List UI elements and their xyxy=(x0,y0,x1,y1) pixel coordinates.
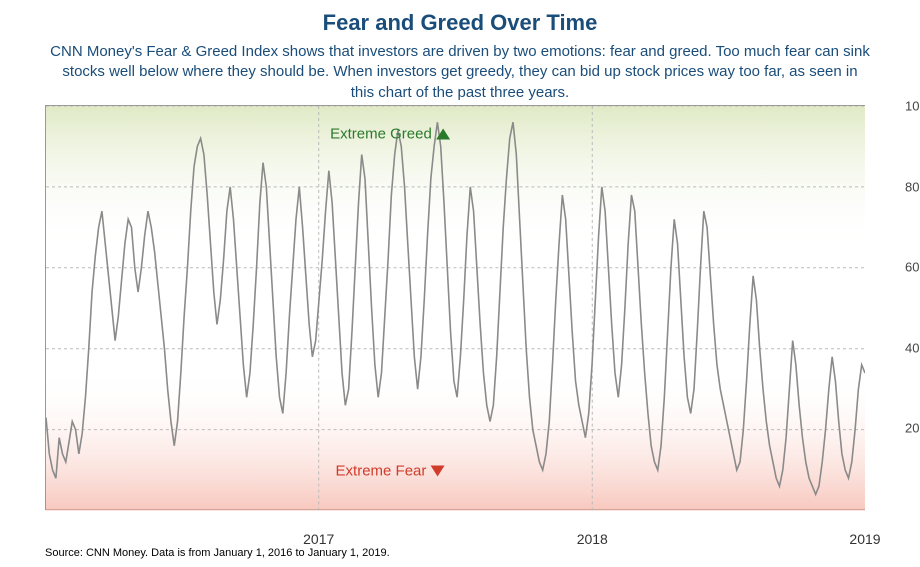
x-tick-label: 2018 xyxy=(577,531,608,547)
chart-svg xyxy=(46,106,865,511)
y-tick-label: 20 xyxy=(905,421,919,436)
greed-text: Extreme Greed xyxy=(330,126,432,143)
chart-background xyxy=(46,106,865,511)
y-tick-label: 40 xyxy=(905,340,919,355)
chart-plot-area: 20406080100 201720182019 Extreme Greed E… xyxy=(45,105,865,510)
chart-title: Fear and Greed Over Time xyxy=(0,0,920,36)
y-tick-label: 60 xyxy=(905,260,919,275)
triangle-up-icon xyxy=(436,129,450,140)
x-tick-label: 2019 xyxy=(849,531,880,547)
extreme-greed-label: Extreme Greed xyxy=(330,126,450,143)
y-tick-label: 80 xyxy=(905,179,919,194)
triangle-down-icon xyxy=(430,465,444,476)
fear-text: Extreme Fear xyxy=(336,462,427,479)
chart-subtitle: CNN Money's Fear & Greed Index shows tha… xyxy=(50,42,870,103)
y-tick-label: 100 xyxy=(905,99,920,114)
extreme-fear-label: Extreme Fear xyxy=(336,462,445,479)
source-text: Source: CNN Money. Data is from January … xyxy=(45,547,390,559)
x-tick-label: 2017 xyxy=(303,531,334,547)
